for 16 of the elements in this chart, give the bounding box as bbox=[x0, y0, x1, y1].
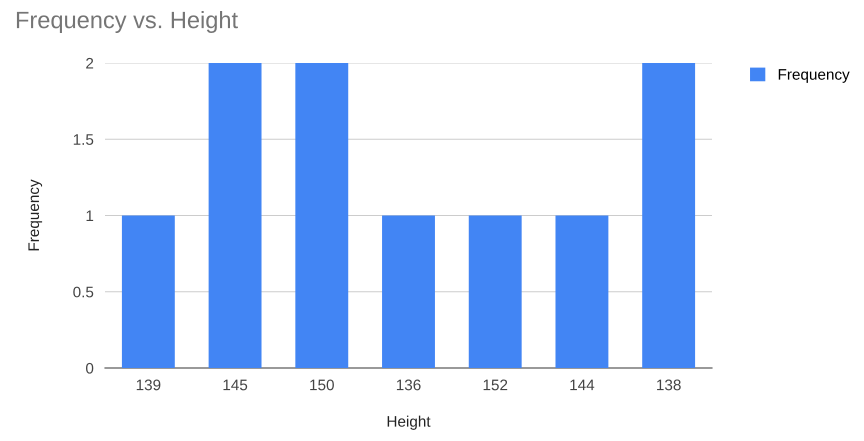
y-tick-label: 0.5 bbox=[73, 286, 94, 298]
y-axis-title: Frequency bbox=[28, 179, 42, 250]
x-tick-label: 139 bbox=[136, 380, 160, 390]
x-tick-label: 144 bbox=[570, 380, 594, 390]
x-tick-label: 138 bbox=[657, 380, 681, 390]
x-tick-label: 152 bbox=[484, 380, 508, 390]
x-axis-title: Height bbox=[388, 416, 430, 430]
y-tick-label: 1.5 bbox=[74, 134, 94, 145]
x-tick-label: 136 bbox=[396, 380, 421, 390]
y-tick-label: 0 bbox=[86, 362, 94, 374]
chart-title: Frequency vs. Height bbox=[16, 10, 238, 34]
y-tick-label: 1 bbox=[86, 210, 94, 222]
x-tick-label: 145 bbox=[223, 380, 248, 390]
y-tick-label: 2 bbox=[86, 58, 94, 69]
legend-label: Frequency bbox=[778, 69, 850, 83]
x-tick-label: 150 bbox=[310, 380, 334, 390]
